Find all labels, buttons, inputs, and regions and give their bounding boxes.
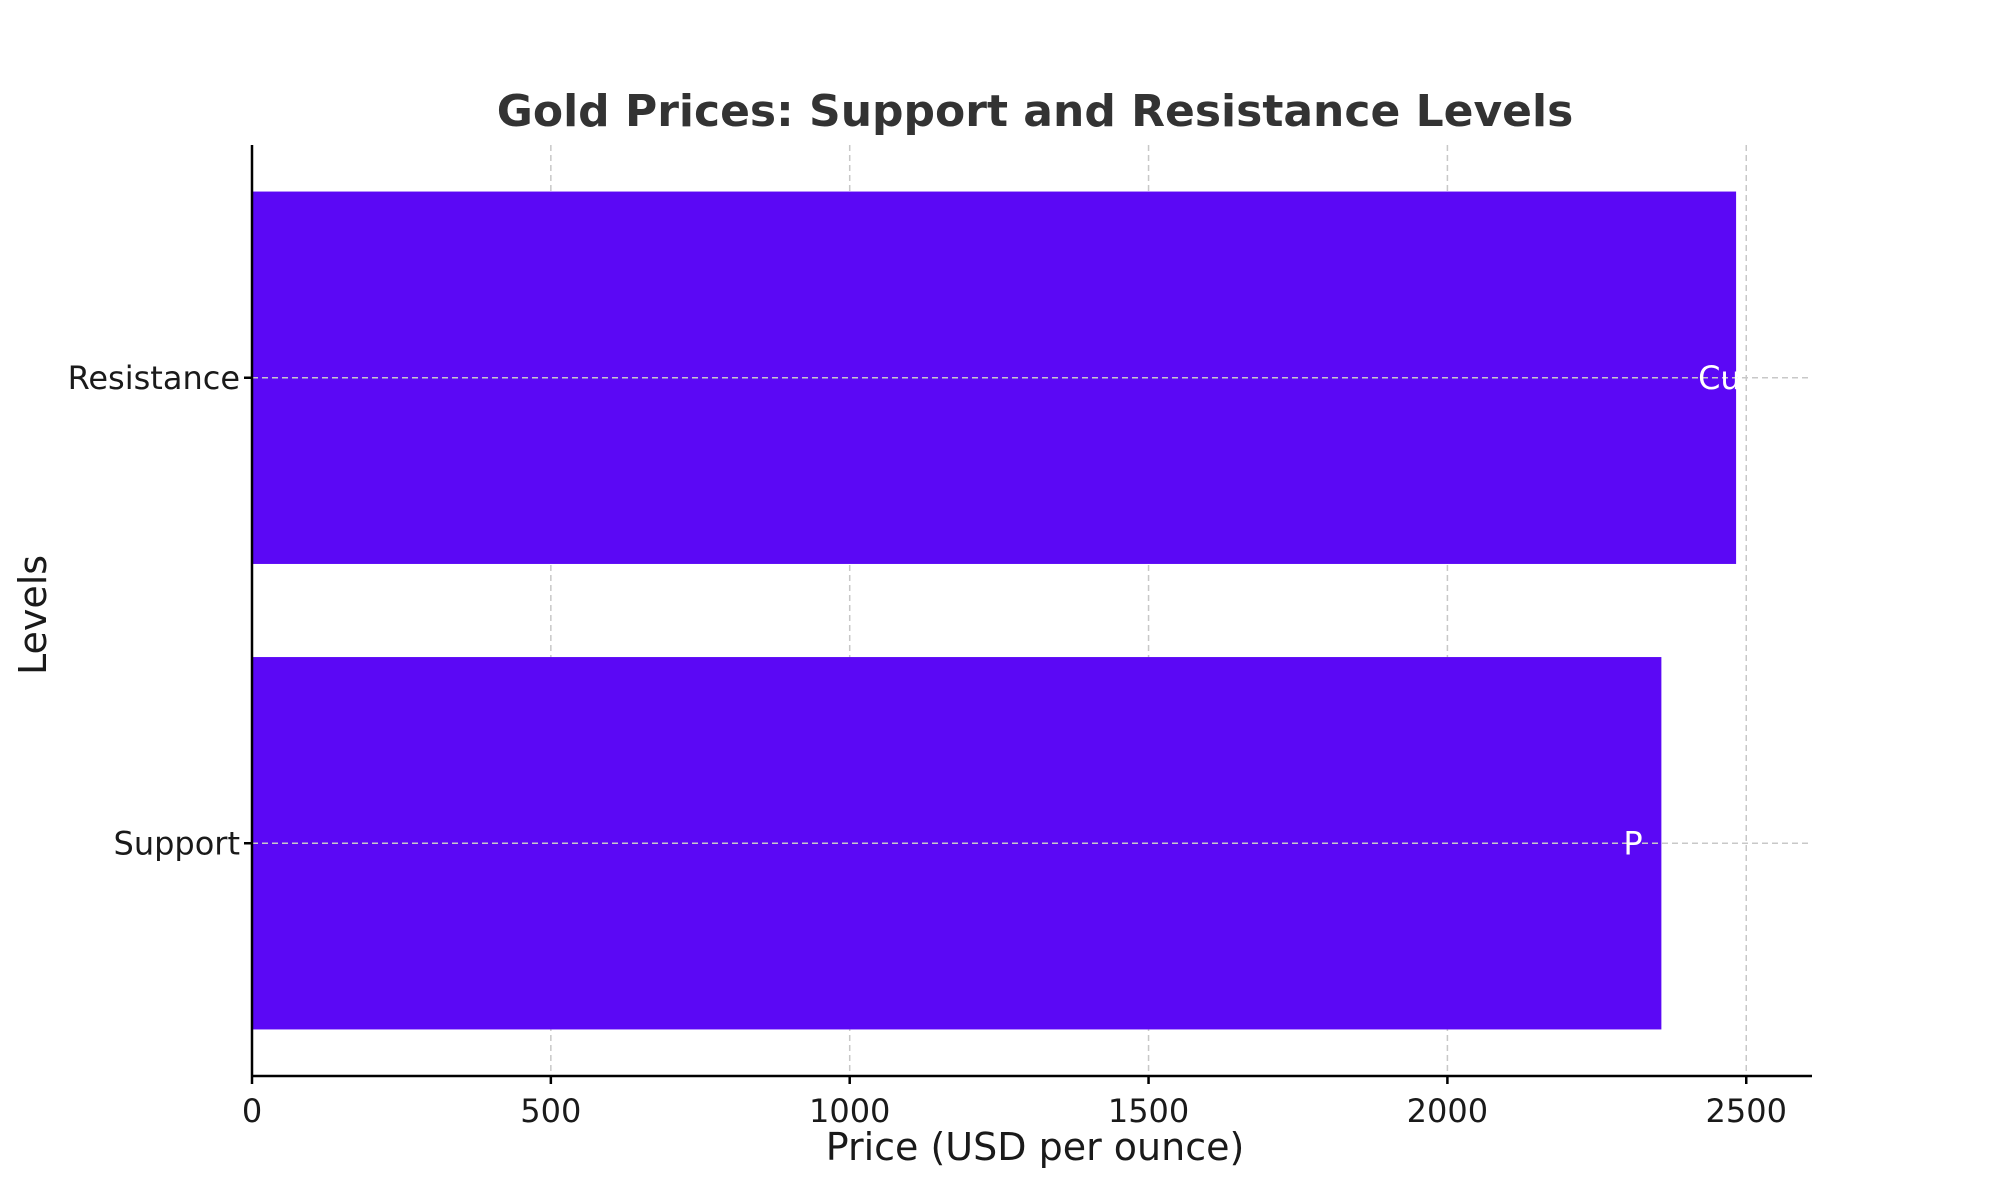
bars-layer bbox=[252, 191, 1737, 1030]
bar-labels-layer: P Cu bbox=[1623, 359, 1740, 863]
x-tick-label: 2000 bbox=[1407, 1092, 1488, 1130]
x-tick-label: 1000 bbox=[809, 1092, 890, 1130]
x-tick-label: 2500 bbox=[1706, 1092, 1787, 1130]
horizontal-grid-layer bbox=[252, 377, 1812, 844]
bar-value-label: Cu bbox=[1698, 359, 1741, 397]
x-tick-label: 0 bbox=[242, 1092, 262, 1130]
bar-value-label: P bbox=[1623, 824, 1642, 862]
y-tick-label-resistance: Resistance bbox=[68, 359, 240, 397]
y-ticks-layer: Support Resistance bbox=[68, 359, 252, 862]
x-tick-label: 500 bbox=[520, 1092, 581, 1130]
x-tick-label: 1500 bbox=[1108, 1092, 1189, 1130]
y-axis-label: Levels bbox=[11, 555, 55, 675]
x-ticks-layer: 0 500 1000 1500 2000 2500 bbox=[242, 1076, 1787, 1130]
y-tick-label-support: Support bbox=[114, 824, 241, 862]
x-axis-label: Price (USD per ounce) bbox=[826, 1125, 1245, 1169]
axes-layer bbox=[250, 145, 1812, 1078]
chart-title: Gold Prices: Support and Resistance Leve… bbox=[497, 86, 1574, 137]
